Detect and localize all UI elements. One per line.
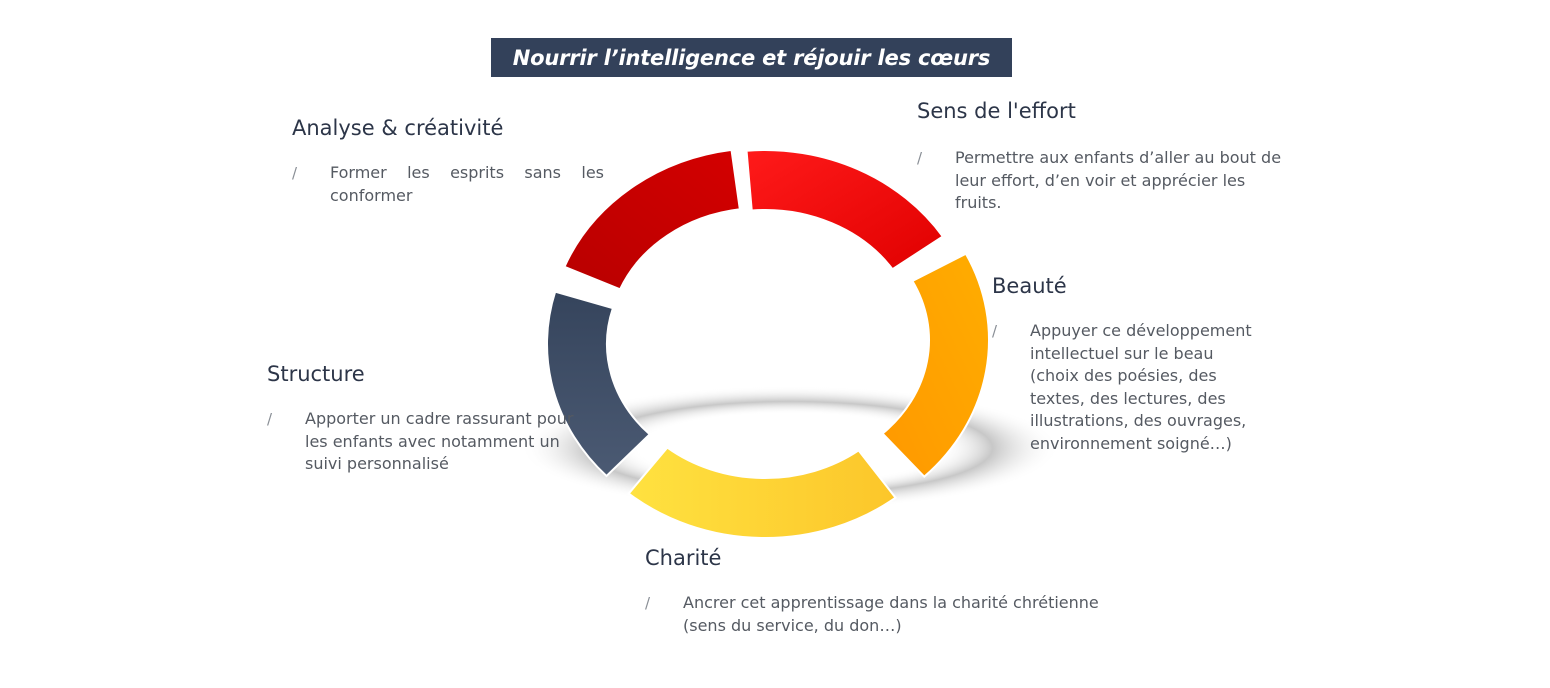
bullet-structure: / Apporter un cadre rassurant pour les e… [267,408,585,476]
slash-mark: / [645,594,651,612]
text-structure: Apporter un cadre rassurant pour les enf… [305,409,574,474]
bullet-beaute: / Appuyer ce développement intellectuel … [992,320,1260,456]
ring-segment-charite [627,446,897,539]
text-sens-de-l-effort: Permettre aux enfants d’aller au bout de… [955,148,1282,213]
bullet-analyse-creativite: / Former les esprits sans les conformer [292,162,604,207]
text-beaute: Appuyer ce développement intellectuel su… [1030,321,1252,453]
heading-beaute: Beauté [992,274,1067,298]
ring-segment-analyse [563,148,741,291]
slash-mark: / [917,149,923,167]
ring-segment-beaute [881,252,990,479]
ring-segment-sens [745,149,945,271]
heading-analyse-creativite: Analyse & créativité [292,116,504,140]
heading-structure: Structure [267,362,365,386]
slash-mark: / [992,322,998,340]
ring-segment-structure [546,290,652,478]
bullet-charite: / Ancrer cet apprentissage dans la chari… [645,592,1115,637]
heading-charite: Charité [645,546,722,570]
bullet-sens-de-l-effort: / Permettre aux enfants d’aller au bout … [917,147,1283,215]
heading-sens-de-l-effort: Sens de l'effort [917,99,1076,123]
diagram-title: Nourrir l’intelligence et réjouir les cœ… [491,38,1012,77]
slash-mark: / [292,164,298,182]
ring-segments [546,148,990,539]
slash-mark: / [267,410,273,428]
text-analyse-creativite: Former les esprits sans les conformer [330,163,604,205]
text-charite: Ancrer cet apprentissage dans la charité… [683,593,1099,635]
